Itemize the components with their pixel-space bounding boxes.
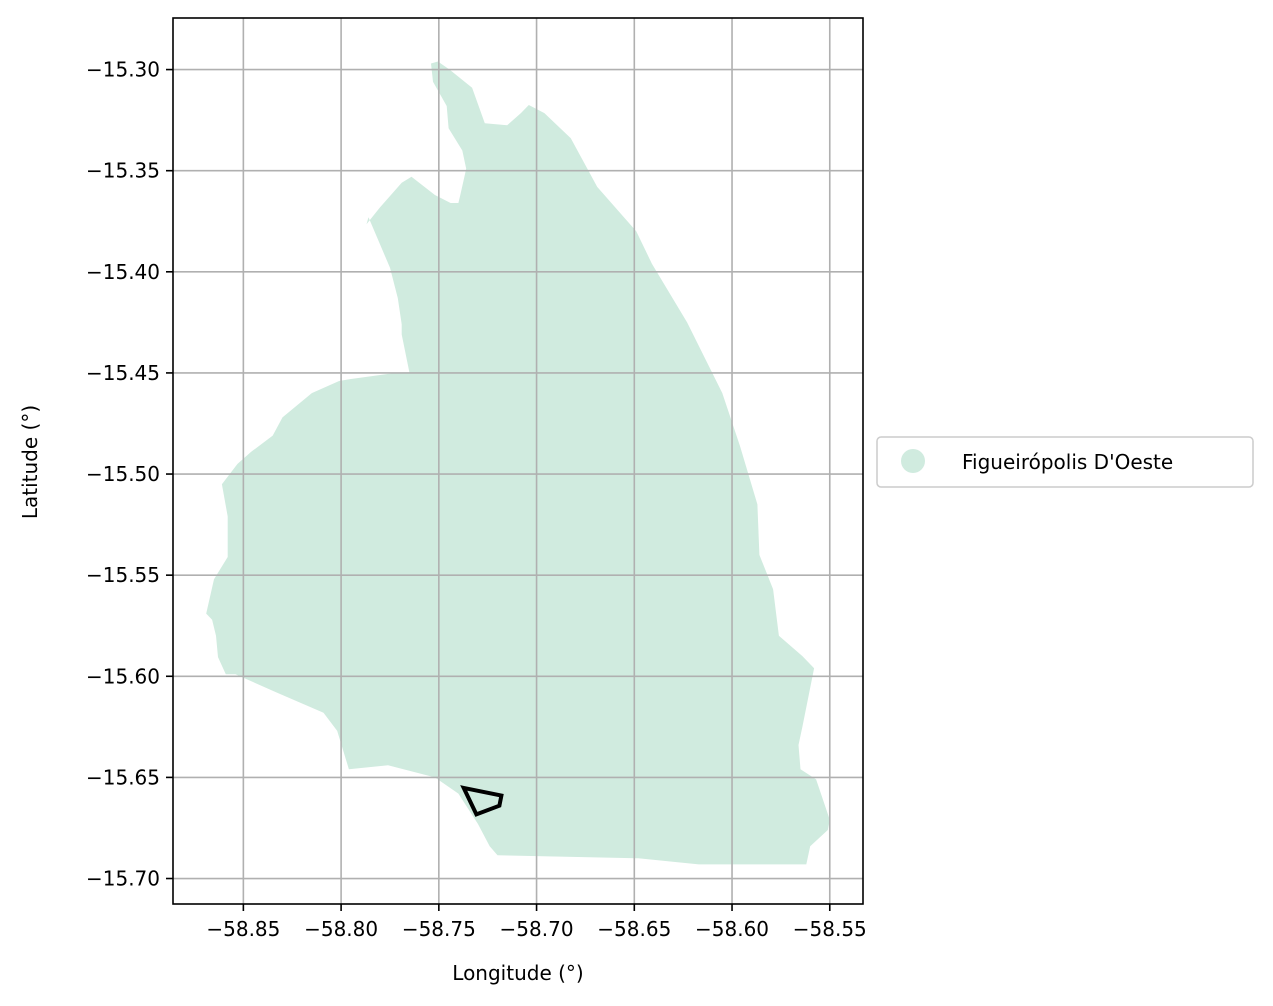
x-tick-label-2: −58.75 xyxy=(402,917,476,941)
y-axis-ticks: −15.30 −15.35 −15.40 −15.45 −15.50 −15.55 −15.… xyxy=(86,58,173,891)
y-tick-label-3: −15.45 xyxy=(86,361,160,385)
y-axis-label: Latitude (°) xyxy=(18,405,42,519)
x-tick-label-6: −58.55 xyxy=(793,917,867,941)
legend-entry-label: Figueirópolis D'Oeste xyxy=(962,450,1173,474)
y-tick-label-6: −15.60 xyxy=(86,664,160,688)
x-tick-label-5: −58.60 xyxy=(695,917,769,941)
x-tick-label-4: −58.65 xyxy=(597,917,671,941)
y-tick-label-1: −15.35 xyxy=(86,159,160,183)
y-tick-label-2: −15.40 xyxy=(86,260,160,284)
y-tick-label-4: −15.50 xyxy=(86,462,160,486)
legend: Figueirópolis D'Oeste xyxy=(877,437,1253,487)
y-tick-label-8: −15.70 xyxy=(86,867,160,891)
x-tick-label-0: −58.85 xyxy=(206,917,280,941)
legend-marker-circle xyxy=(901,449,925,473)
x-tick-label-3: −58.70 xyxy=(500,917,574,941)
y-tick-label-5: −15.55 xyxy=(86,563,160,587)
y-tick-label-7: −15.65 xyxy=(86,765,160,789)
y-tick-label-0: −15.30 xyxy=(86,58,160,82)
x-axis-label: Longitude (°) xyxy=(452,961,583,985)
x-tick-label-1: −58.80 xyxy=(304,917,378,941)
